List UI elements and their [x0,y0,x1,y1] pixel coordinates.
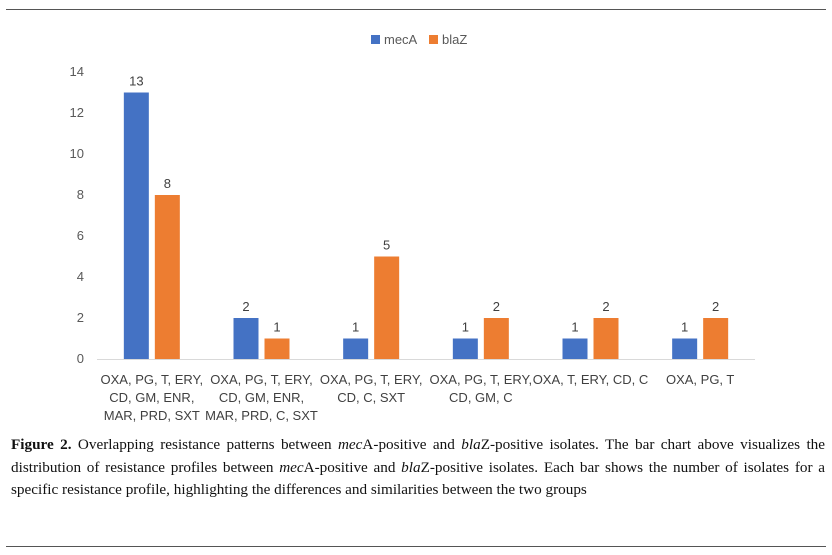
category-label: CD, C, SXT [337,390,405,405]
y-tick-label: 12 [70,105,84,120]
data-label-mecA: 2 [242,299,249,314]
y-tick-label: 4 [77,269,84,284]
category-label: OXA, PG, T, ERY, [210,372,313,387]
legend-label-blaZ: blaZ [442,32,467,47]
gene-mec-1: mec [337,436,363,453]
bar-mecA [452,338,478,359]
data-label-blaZ: 2 [602,299,609,314]
bar-blaZ [154,195,180,359]
y-tick-label: 14 [70,64,84,79]
category-label: OXA, PG, T, ERY, [430,372,533,387]
bar-mecA [123,92,149,359]
data-label-blaZ: 1 [273,320,280,335]
figure-label: Figure 2. [11,436,72,453]
category-label: CD, GM, ENR, [109,390,194,405]
bar-blaZ [703,318,729,359]
category-label: OXA, PG, T, ERY, [320,372,423,387]
y-tick-label: 10 [70,146,84,161]
caption-text-2: A-positive and [362,436,462,453]
caption-text-1: Overlapping resistance patterns between [71,436,338,453]
bar-mecA [562,338,588,359]
gene-mec-2: mec [279,458,304,476]
figure-caption: Figure 2. Overlapping resistance pattern… [11,434,825,502]
caption-text-3: Z-positive isolates. The bar chart above… [11,436,826,476]
top-rule [6,9,826,10]
data-label-mecA: 1 [462,320,469,335]
bottom-rule [6,546,826,547]
data-label-mecA: 13 [129,74,143,89]
category-label: OXA, PG, T [666,372,734,387]
category-label: MAR, PRD, SXT [104,408,200,423]
caption-text-5: Z-positive isolates. Each bar shows the … [11,458,825,499]
y-tick-label: 2 [77,310,84,325]
bar-mecA [233,318,259,359]
legend-label-mecA: mecA [384,32,418,47]
bar-blaZ [483,318,509,359]
data-label-mecA: 1 [352,320,359,335]
legend-swatch-mecA [371,35,380,44]
category-label: CD, GM, ENR, [219,390,304,405]
data-label-mecA: 1 [681,320,688,335]
bar-mecA [672,338,698,359]
gene-bla-1: bla [461,436,481,453]
y-tick-label: 8 [77,187,84,202]
y-tick-label: 0 [77,351,84,366]
data-label-blaZ: 8 [164,176,171,191]
bar-blaZ [374,256,400,359]
data-label-blaZ: 2 [712,299,719,314]
data-label-blaZ: 5 [383,238,390,253]
bar-blaZ [593,318,619,359]
legend-swatch-blaZ [429,35,438,44]
y-tick-label: 6 [77,228,84,243]
category-label: OXA, T, ERY, CD, C [533,372,649,387]
category-label: OXA, PG, T, ERY, [101,372,204,387]
caption-text-4: A-positive and [303,458,402,476]
bar-mecA [343,338,369,359]
category-label: MAR, PRD, C, SXT [205,408,318,423]
gene-bla-2: bla [401,458,421,476]
bar-blaZ [264,338,290,359]
data-label-blaZ: 2 [493,299,500,314]
category-label: CD, GM, C [449,390,513,405]
data-label-mecA: 1 [571,320,578,335]
